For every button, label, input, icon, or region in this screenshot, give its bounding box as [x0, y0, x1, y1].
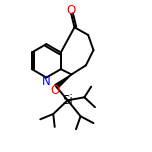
Text: Si: Si [63, 94, 73, 107]
Text: O: O [50, 84, 59, 97]
Text: O: O [67, 4, 76, 17]
Text: N: N [42, 75, 51, 88]
Polygon shape [55, 74, 71, 88]
